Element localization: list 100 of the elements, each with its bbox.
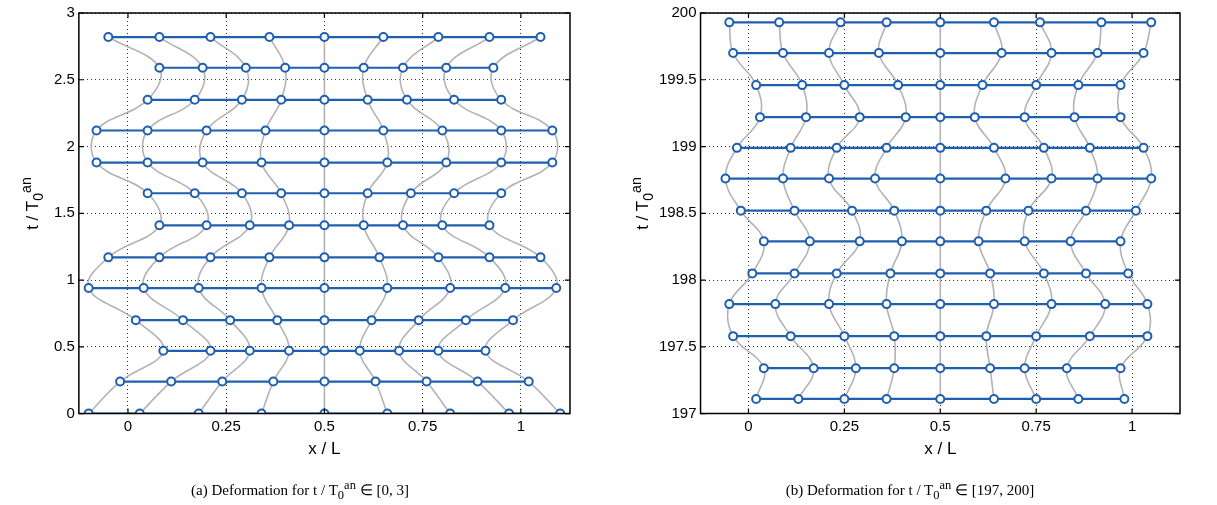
- point: [244, 220, 255, 231]
- point: [500, 283, 511, 294]
- point: [1081, 268, 1092, 279]
- point: [996, 48, 1007, 59]
- point: [1138, 142, 1149, 153]
- point: [433, 252, 444, 263]
- point: [142, 157, 153, 168]
- point: [1038, 142, 1049, 153]
- point: [893, 80, 904, 91]
- point: [831, 142, 842, 153]
- point: [935, 112, 946, 123]
- point: [774, 17, 785, 28]
- point: [758, 236, 769, 247]
- point: [421, 376, 432, 387]
- point: [1096, 17, 1107, 28]
- y-tick-label: 1.5: [53, 203, 75, 221]
- point: [484, 32, 495, 43]
- point: [201, 220, 212, 231]
- y-tick-label: 199.5: [658, 69, 697, 87]
- point: [103, 32, 114, 43]
- point: [319, 345, 330, 356]
- point: [354, 345, 365, 356]
- point: [873, 48, 884, 59]
- y-tick-label: 2: [66, 136, 75, 154]
- point: [896, 236, 907, 247]
- point: [362, 188, 373, 199]
- point: [138, 283, 149, 294]
- y-tick-label: 197: [671, 403, 697, 421]
- point: [205, 32, 216, 43]
- point: [358, 62, 369, 73]
- point: [319, 283, 330, 294]
- point: [747, 268, 758, 279]
- point: [362, 94, 373, 105]
- point: [382, 157, 393, 168]
- point: [358, 220, 369, 231]
- point: [935, 363, 946, 374]
- point: [244, 345, 255, 356]
- point: [935, 80, 946, 91]
- point: [319, 125, 330, 136]
- point: [935, 142, 946, 153]
- point: [398, 62, 409, 73]
- point: [847, 205, 858, 216]
- point: [1019, 236, 1030, 247]
- point: [236, 94, 247, 105]
- point: [824, 48, 835, 59]
- point: [785, 142, 796, 153]
- point: [83, 283, 94, 294]
- y-tick-label: 0.5: [53, 336, 75, 354]
- point: [1000, 173, 1011, 184]
- point: [935, 173, 946, 184]
- point: [735, 205, 746, 216]
- point: [225, 315, 236, 326]
- point: [217, 376, 228, 387]
- point: [935, 299, 946, 310]
- point: [496, 188, 507, 199]
- point: [547, 125, 558, 136]
- point: [1115, 80, 1126, 91]
- point: [1046, 299, 1057, 310]
- point: [547, 157, 558, 168]
- point: [981, 331, 992, 342]
- point: [201, 125, 212, 136]
- point: [366, 315, 377, 326]
- point: [728, 331, 739, 342]
- point: [785, 331, 796, 342]
- point: [130, 315, 141, 326]
- point: [433, 32, 444, 43]
- point: [460, 315, 471, 326]
- point: [1065, 236, 1076, 247]
- point: [319, 62, 330, 73]
- point: [804, 236, 815, 247]
- point: [900, 112, 911, 123]
- point: [1031, 331, 1042, 342]
- point: [449, 94, 460, 105]
- point: [319, 315, 330, 326]
- point: [1115, 112, 1126, 123]
- point: [935, 268, 946, 279]
- point: [731, 142, 742, 153]
- point: [988, 17, 999, 28]
- point: [824, 299, 835, 310]
- point: [1092, 173, 1103, 184]
- point: [885, 268, 896, 279]
- point: [751, 393, 762, 404]
- point: [256, 157, 267, 168]
- point: [193, 283, 204, 294]
- point: [724, 17, 735, 28]
- point: [789, 205, 800, 216]
- x-tick-label: 0: [123, 416, 133, 434]
- point: [839, 331, 850, 342]
- point: [1142, 299, 1153, 310]
- point: [935, 48, 946, 59]
- text: (b) Deformation for t / T$_{0}$$^{an}$ ∈ [197, 200]: [784, 478, 1036, 503]
- point: [850, 363, 861, 374]
- point: [260, 125, 271, 136]
- point: [484, 220, 495, 231]
- x-tick-label: 0.75: [408, 416, 438, 434]
- y-tick-label: 1: [66, 270, 75, 288]
- point: [523, 376, 534, 387]
- point: [839, 80, 850, 91]
- point: [1142, 331, 1153, 342]
- point: [720, 173, 731, 184]
